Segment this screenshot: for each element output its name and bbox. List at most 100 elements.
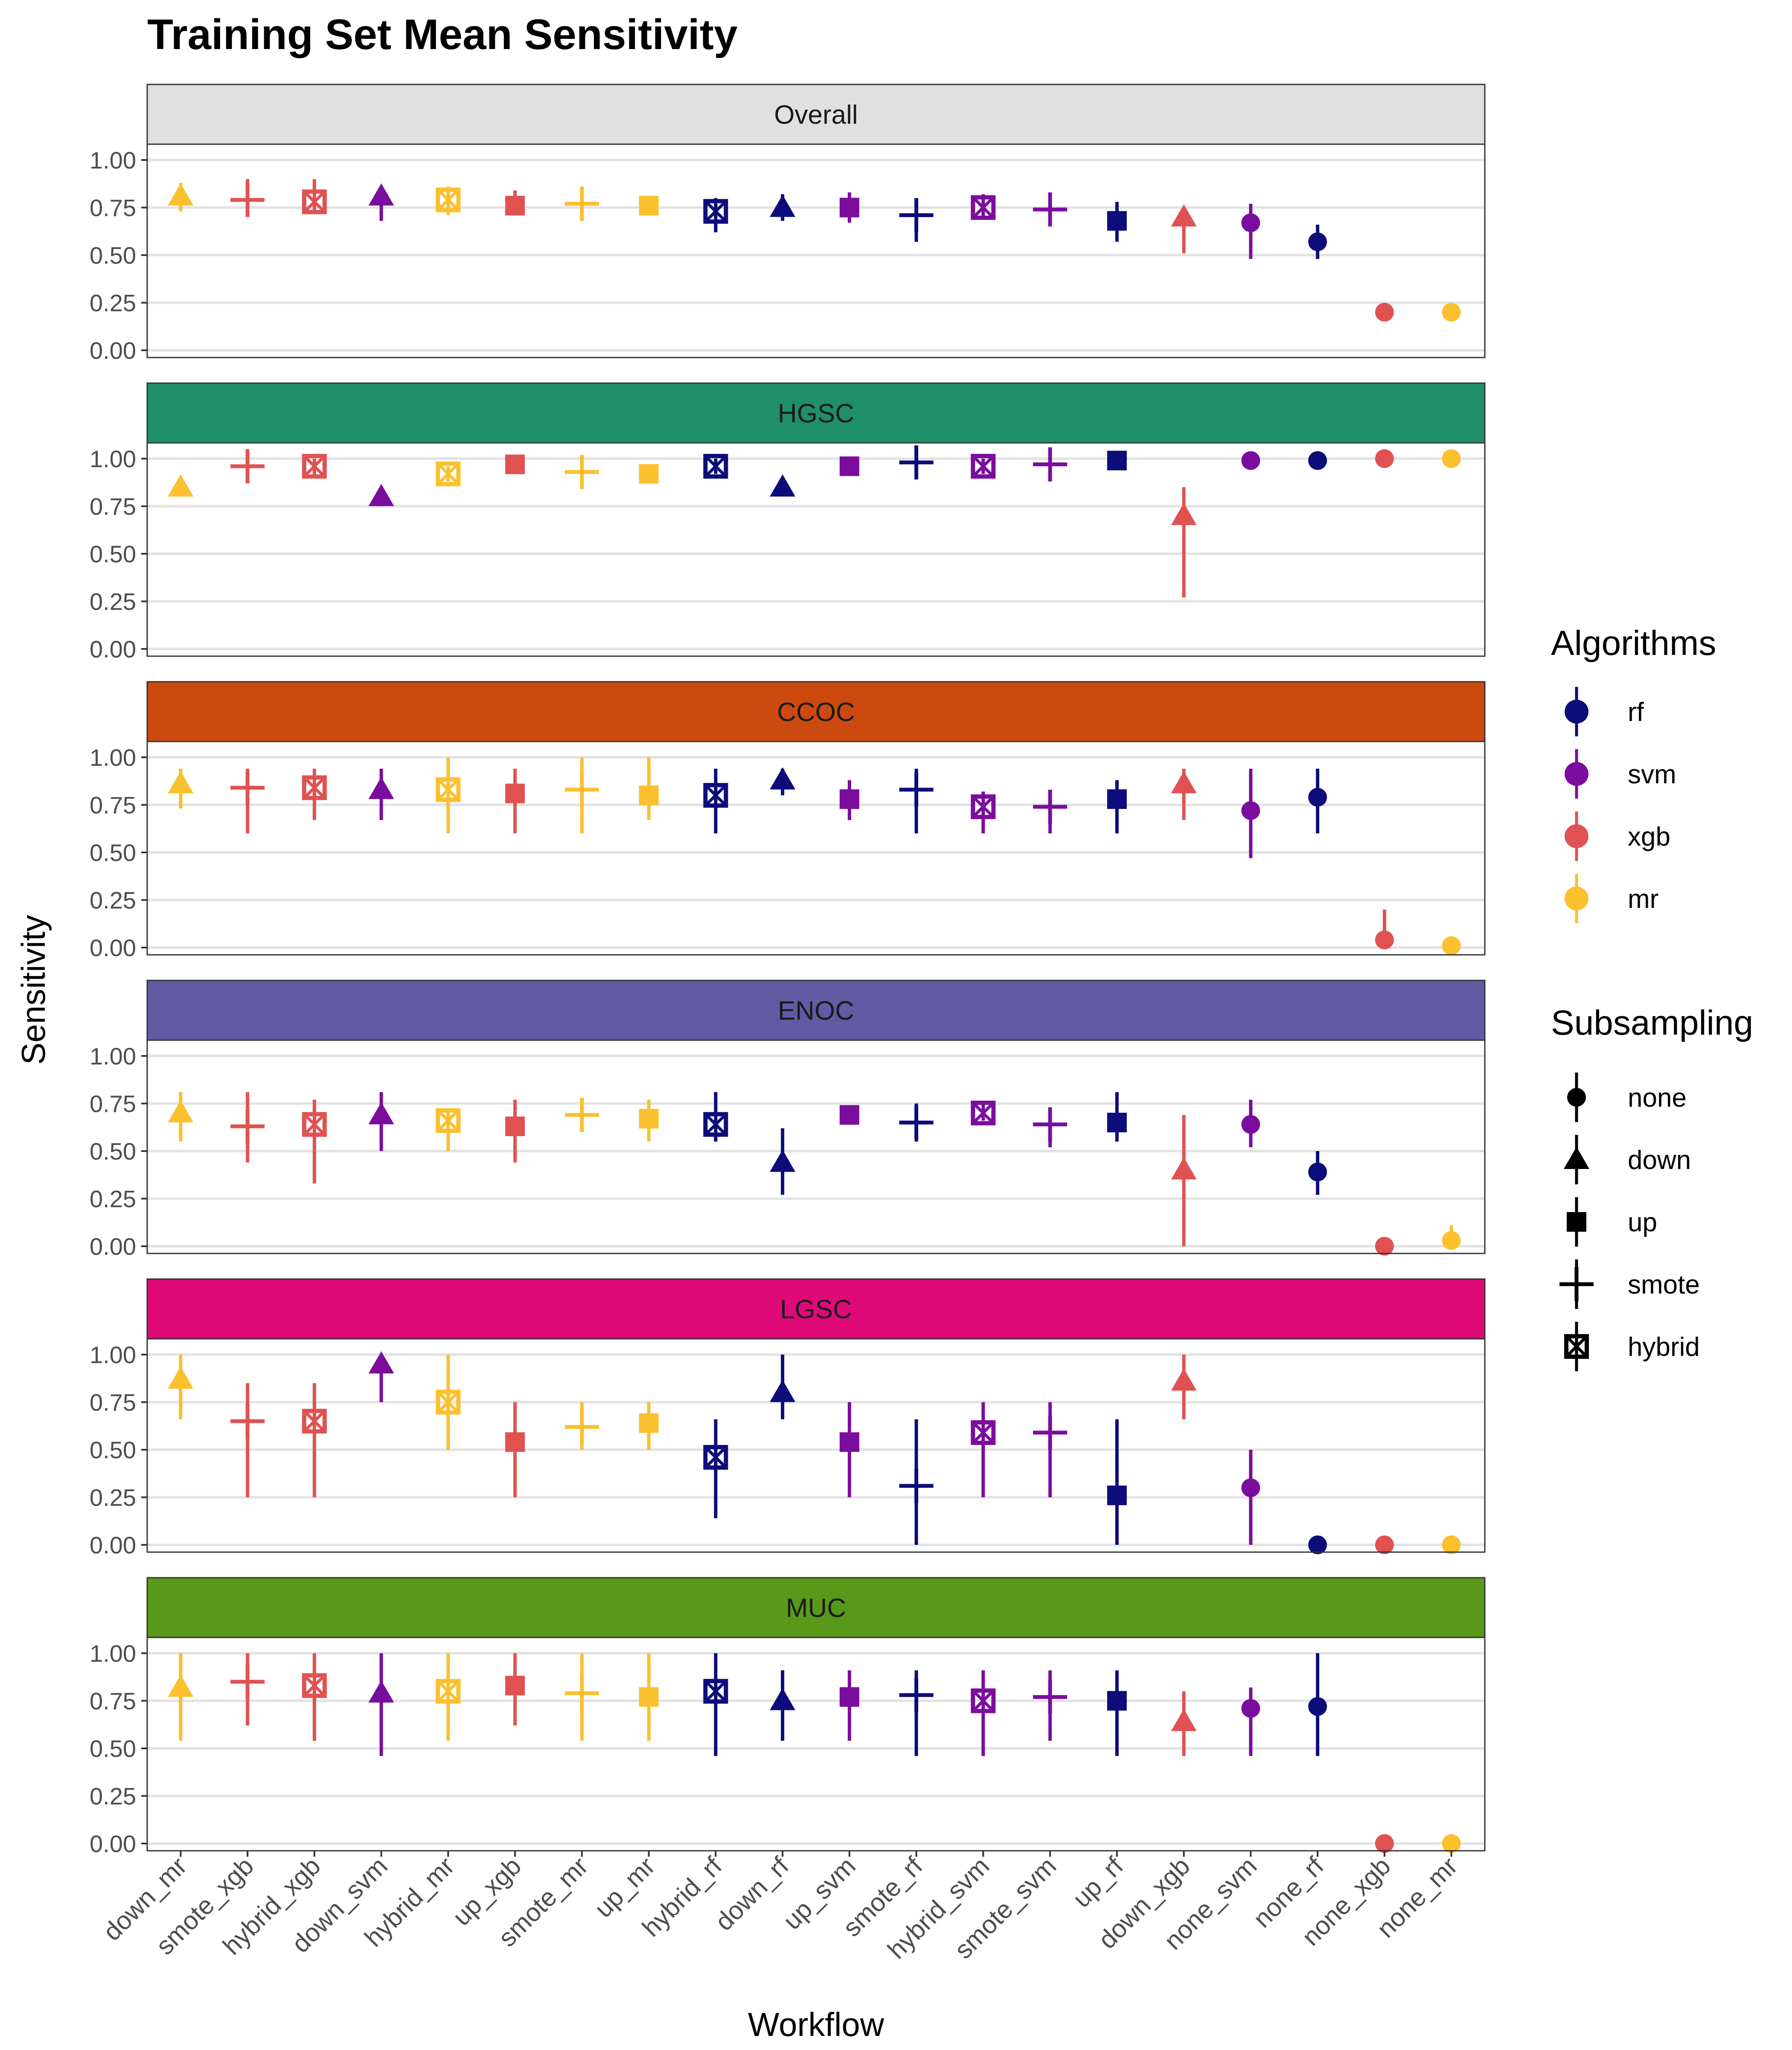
point-hybrid_xgb-box xyxy=(302,775,327,800)
point-up_xgb xyxy=(505,1432,525,1452)
point-up_mr xyxy=(639,1687,659,1707)
point-none_rf xyxy=(1308,451,1327,470)
point-smote_rf xyxy=(899,1105,934,1140)
point-smote_svm xyxy=(1033,447,1068,482)
legend-subsampling-down: down xyxy=(1564,1135,1691,1184)
point-up_rf xyxy=(1107,1691,1127,1711)
point-none_mr xyxy=(1442,449,1461,468)
point-up_svm xyxy=(839,1105,859,1125)
y-tick-label: 0.50 xyxy=(90,242,136,269)
point-smote_xgb xyxy=(230,1664,265,1699)
x-axis-title: Workflow xyxy=(748,2006,884,2043)
x-tick-label-up_rf: up_rf xyxy=(1067,1852,1129,1913)
point-hybrid_svm xyxy=(971,794,996,819)
legend-algorithms-title: Algorithms xyxy=(1551,624,1716,663)
point-hybrid_svm-box xyxy=(971,794,996,819)
point-none_rf xyxy=(1308,788,1327,807)
y-tick-label: 0.75 xyxy=(90,493,136,520)
point-down_svm xyxy=(368,1680,394,1703)
panel-overall: Overall 0.00 0.25 0.50 0.75 1.00 xyxy=(90,84,1486,364)
point-hybrid_xgb-x2 xyxy=(305,192,324,212)
point-up_xgb xyxy=(505,1117,525,1137)
point-up_rf xyxy=(1107,451,1127,471)
legend-algorithm-label: mr xyxy=(1628,884,1658,914)
panel-background xyxy=(147,1637,1485,1851)
point-none_mr xyxy=(1442,1231,1461,1250)
legend-key-shape xyxy=(1564,1147,1589,1169)
legend-subsampling-label: none xyxy=(1628,1083,1687,1113)
point-smote_rf xyxy=(899,198,934,233)
point-smote_rf xyxy=(899,1468,934,1503)
point-up_mr xyxy=(639,1413,659,1433)
point-hybrid_svm xyxy=(971,195,996,220)
facet-strip-label: MUC xyxy=(786,1593,846,1623)
point-hybrid_rf-box xyxy=(703,783,728,808)
point-hybrid_rf-x2 xyxy=(706,785,725,805)
point-down_rf xyxy=(770,767,796,790)
point-smote_xgb xyxy=(230,771,265,805)
point-none_rf xyxy=(1308,232,1327,251)
point-none_svm xyxy=(1241,213,1260,233)
point-none_xgb xyxy=(1375,1834,1394,1853)
point-hybrid_rf xyxy=(703,783,728,808)
x-tick-label-down_rf: down_rf xyxy=(710,1852,794,1937)
y-tick-label: 0.75 xyxy=(90,1389,136,1416)
point-hybrid_xgb xyxy=(302,189,327,215)
legend-subsampling-label: down xyxy=(1628,1146,1691,1175)
point-hybrid_svm-x2 xyxy=(973,198,993,217)
y-tick-label: 0.25 xyxy=(90,1783,136,1810)
panel-border xyxy=(146,1637,1486,1852)
point-hybrid_rf-x2 xyxy=(706,1448,725,1467)
point-hybrid_xgb xyxy=(302,775,327,800)
point-hybrid_xgb-box xyxy=(302,189,327,215)
legend-algorithm-rf: rf xyxy=(1565,687,1644,736)
panel-border xyxy=(146,1039,1486,1254)
point-hybrid_svm xyxy=(971,1100,996,1125)
point-down_xgb xyxy=(1171,204,1197,227)
legend-key-point xyxy=(1565,762,1588,786)
facet-strip xyxy=(146,980,1486,1041)
point-smote_mr xyxy=(564,186,599,221)
y-tick-label: 0.25 xyxy=(90,588,136,615)
point-none_svm xyxy=(1241,451,1260,470)
point-down_mr xyxy=(168,771,194,794)
point-hybrid_svm-box xyxy=(971,1420,996,1445)
point-none_xgb xyxy=(1375,1535,1394,1554)
point-hybrid_rf xyxy=(703,454,728,479)
facet-strip-label: HGSC xyxy=(778,399,854,428)
point-smote_xgb xyxy=(230,449,265,483)
y-tick-label: 1.00 xyxy=(90,445,136,472)
point-hybrid_xgb-box xyxy=(302,1409,327,1434)
panel-hgsc: HGSC 0.00 0.25 0.50 0.75 1.00 xyxy=(90,382,1486,663)
point-hybrid_mr-x2 xyxy=(438,1111,458,1131)
point-up_svm xyxy=(839,1687,859,1707)
y-tick-label: 0.75 xyxy=(90,792,136,819)
point-hybrid_svm-box xyxy=(971,1100,996,1125)
point-hybrid_mr-x2 xyxy=(438,780,458,800)
facet-strip xyxy=(146,1278,1486,1340)
point-hybrid_rf-box xyxy=(703,1445,728,1470)
facet-strip-label: CCOC xyxy=(777,698,855,727)
panel-background xyxy=(147,144,1485,358)
legend-algorithm-svm: svm xyxy=(1565,749,1676,799)
point-down_rf xyxy=(770,1149,796,1172)
legend-subsampling-up: up xyxy=(1567,1197,1657,1247)
point-down_svm xyxy=(368,484,394,506)
point-down_xgb xyxy=(1171,771,1197,794)
point-up_svm xyxy=(839,456,859,476)
legend-key-shape-x2 xyxy=(1567,1337,1586,1356)
point-down_svm xyxy=(368,1102,394,1125)
y-tick-label: 0.50 xyxy=(90,1735,136,1762)
y-tick-label: 0.00 xyxy=(90,337,136,364)
panel-ccoc: CCOC 0.00 0.25 0.50 0.75 1.00 xyxy=(90,681,1486,961)
legend-key-shape xyxy=(1564,1334,1589,1359)
point-smote_rf xyxy=(899,772,934,807)
point-hybrid_xgb xyxy=(302,1409,327,1434)
legend-subsampling-none: none xyxy=(1567,1073,1687,1122)
point-none_xgb xyxy=(1375,449,1394,468)
point-hybrid_mr xyxy=(436,777,461,802)
point-smote_rf xyxy=(899,1678,934,1713)
point-down_svm xyxy=(368,776,394,799)
point-none_xgb xyxy=(1375,930,1394,950)
